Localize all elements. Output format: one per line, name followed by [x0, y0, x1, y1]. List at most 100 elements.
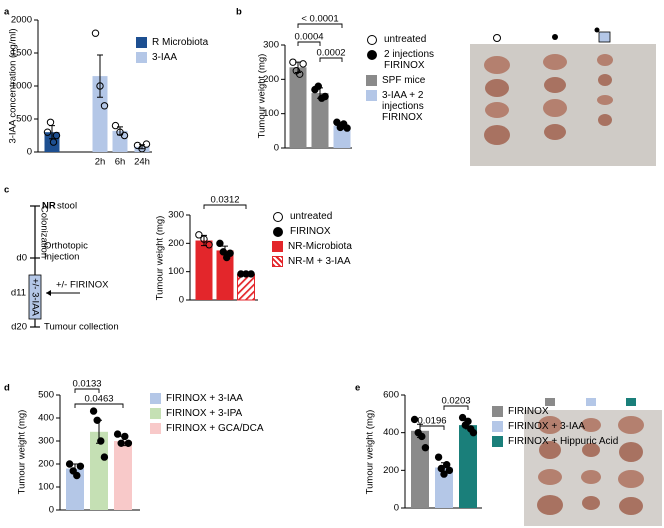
- legend-marker: [367, 50, 377, 60]
- data-point: [247, 270, 255, 278]
- data-point: [76, 462, 85, 470]
- legend-label: FIRINOX + 3-IPA: [166, 408, 243, 419]
- legend-swatch: [136, 52, 147, 63]
- legend-entry: FIRINOX: [272, 226, 372, 237]
- data-point: [458, 413, 467, 422]
- bar: [311, 93, 329, 148]
- data-point: [219, 248, 228, 256]
- timeline-label: stool: [57, 201, 77, 212]
- significance-bracket: [203, 204, 247, 209]
- legend-swatch: [272, 241, 283, 252]
- legend-marker: [273, 227, 283, 237]
- legend-entry: 3-IAA: [136, 52, 256, 63]
- significance-bracket: [297, 23, 343, 28]
- data-point: [96, 82, 104, 90]
- panel-letter: b: [236, 7, 242, 18]
- y-axis-label: Tumour weight (mg): [257, 54, 268, 139]
- bar: [195, 240, 213, 300]
- p-value: 0.0002: [316, 48, 345, 59]
- bar: [289, 67, 307, 148]
- data-point: [97, 437, 105, 445]
- y-axis-label: Tumour weight (mg): [155, 216, 166, 301]
- data-point: [91, 29, 100, 37]
- legend-swatch: [366, 75, 377, 86]
- legend-label: SPF mice: [382, 75, 426, 86]
- data-point: [200, 235, 208, 243]
- panel-letter: e: [355, 383, 360, 394]
- legend-entry: NR-Microbiota: [272, 241, 372, 252]
- legend-label: FIRINOX + GCA/DCA: [166, 423, 264, 434]
- data-point: [289, 58, 297, 66]
- x-tick-label: 24h: [134, 157, 150, 168]
- legend-label: 3-IAA + 2 injections FIRINOX: [382, 90, 424, 123]
- significance-bracket: [443, 405, 469, 410]
- data-point: [314, 82, 322, 90]
- data-point: [445, 466, 454, 475]
- y-tick-label: 0: [274, 143, 279, 154]
- y-tick-label: 0: [179, 295, 184, 306]
- legend-entry: untreated: [272, 211, 372, 222]
- data-point: [124, 439, 133, 447]
- timeline-label: d11: [11, 288, 26, 299]
- y-axis-label: 3-IAA concentration (ng/ml): [8, 28, 19, 143]
- data-point: [410, 415, 419, 424]
- data-point: [195, 231, 203, 239]
- legend-label: NR-Microbiota: [288, 241, 352, 252]
- legend-label: FIRINOX + Hippuric Acid: [508, 436, 619, 447]
- bar: [90, 431, 108, 510]
- significance-bracket: [74, 388, 100, 393]
- legend-swatch: [150, 408, 161, 419]
- legend-marker: [273, 212, 283, 222]
- y-tick-label: 0: [27, 147, 32, 158]
- legend-label: FIRINOX + 3-IAA: [166, 393, 243, 404]
- timeline-label: d0: [16, 253, 27, 264]
- legend-swatch: [136, 37, 147, 48]
- data-point: [296, 70, 304, 78]
- bar: [44, 132, 60, 152]
- data-point: [299, 60, 307, 68]
- legend-label: NR-M + 3-IAA: [288, 256, 351, 267]
- y-tick-label: 200: [38, 459, 54, 470]
- data-point: [73, 471, 81, 480]
- legend-entry: R Microbiota: [136, 37, 256, 48]
- y-tick-label: 100: [168, 266, 184, 277]
- legend: untreated 2 injections FIRINOX SPF mice 3-I…: [366, 34, 466, 127]
- data-point: [464, 417, 472, 426]
- p-value: 0.0463: [84, 394, 113, 405]
- legend: untreated FIRINOX NR-Microbiota NR-M + 3-IA…: [272, 211, 372, 271]
- legend-label: FIRINOX: [508, 406, 549, 417]
- data-point: [418, 432, 426, 441]
- bar: [459, 425, 477, 508]
- legend-entry: NR-M + 3-IAA: [272, 256, 372, 267]
- legend-label: FIRINOX + 3-IAA: [508, 421, 585, 432]
- timeline: NR stool Colonization d0 Orthotopic Inje…: [11, 201, 119, 333]
- timeline-label: Tumour collection: [44, 322, 119, 333]
- panel-letter: a: [4, 7, 10, 18]
- data-point: [343, 124, 351, 132]
- data-point: [421, 444, 430, 452]
- y-tick-label: 1500: [11, 48, 32, 59]
- data-point: [113, 430, 122, 438]
- data-point: [46, 118, 55, 127]
- legend-swatch: [150, 393, 161, 404]
- y-tick-label: 400: [383, 427, 399, 438]
- y-tick-label: 2000: [11, 15, 32, 26]
- data-point: [120, 131, 129, 140]
- legend-swatch: [272, 256, 283, 267]
- legend-swatch: [492, 436, 503, 447]
- data-point: [138, 145, 146, 153]
- data-point: [142, 140, 151, 148]
- y-tick-label: 100: [263, 108, 279, 119]
- p-value: 0.0196: [417, 416, 446, 427]
- p-value: 0.0004: [294, 32, 323, 43]
- y-tick-label: 200: [168, 238, 184, 249]
- y-tick-label: 300: [263, 40, 279, 51]
- data-point: [333, 118, 341, 126]
- data-point: [100, 453, 109, 461]
- y-tick-label: 200: [383, 465, 399, 476]
- data-point: [49, 138, 58, 146]
- y-tick-label: 0: [394, 503, 399, 514]
- legend-label: untreated: [384, 34, 427, 45]
- legend-entry: FIRINOX + 3-IAA: [150, 393, 290, 404]
